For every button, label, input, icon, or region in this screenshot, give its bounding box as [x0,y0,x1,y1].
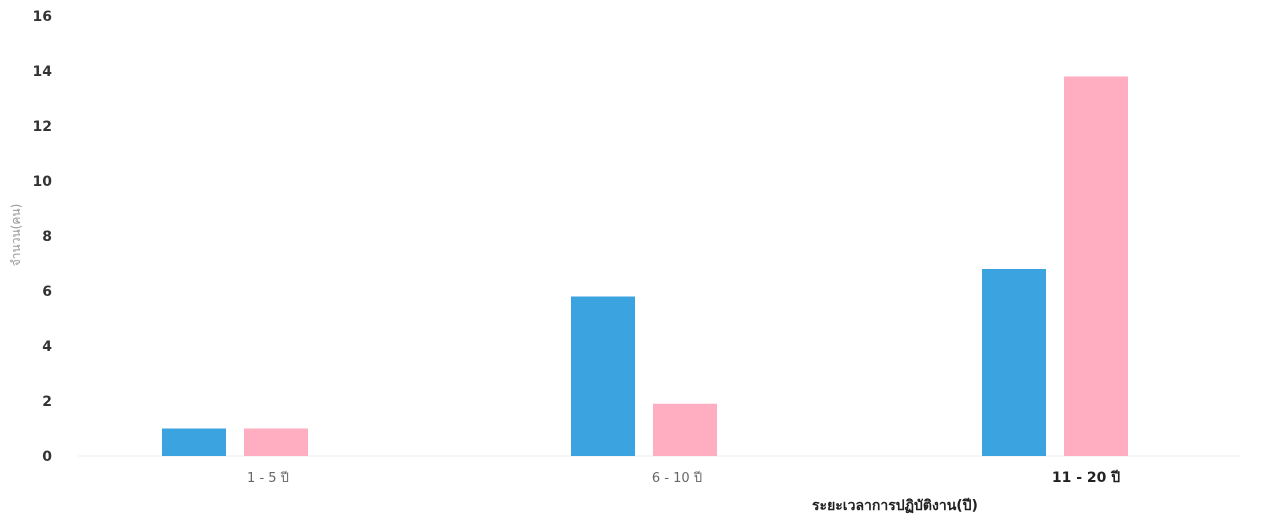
x-category-label: 6 - 10 ปี [652,470,702,486]
y-tick-label: 12 [33,119,52,135]
bar-1-1 [162,428,226,456]
y-axis-ticks: 0 2 4 6 8 10 12 14 16 [33,9,53,465]
y-axis-title: จำนวน(คน) [9,204,23,267]
y-tick-label: 14 [33,64,53,80]
y-tick-label: 4 [42,339,52,355]
bars [162,76,1128,456]
y-tick-label: 6 [42,284,52,300]
y-tick-label: 8 [42,229,52,245]
y-tick-label: 2 [42,394,52,410]
x-axis-title: ระยะเวลาการปฏิบัติงาน(ปี) [812,498,978,514]
y-tick-label: 0 [42,449,52,465]
bar-1-3 [982,269,1046,456]
x-category-label: 11 - 20 ปี [1052,470,1120,486]
bar-2-3 [1064,76,1128,456]
y-tick-label: 16 [33,9,52,25]
bar-1-2 [571,296,635,456]
x-axis-category-labels: 1 - 5 ปี 6 - 10 ปี 11 - 20 ปี [247,470,1120,486]
bar-2-2 [653,403,717,456]
y-tick-label: 10 [33,174,53,190]
x-category-label: 1 - 5 ปี [247,470,289,486]
bar-2-1 [244,428,308,456]
